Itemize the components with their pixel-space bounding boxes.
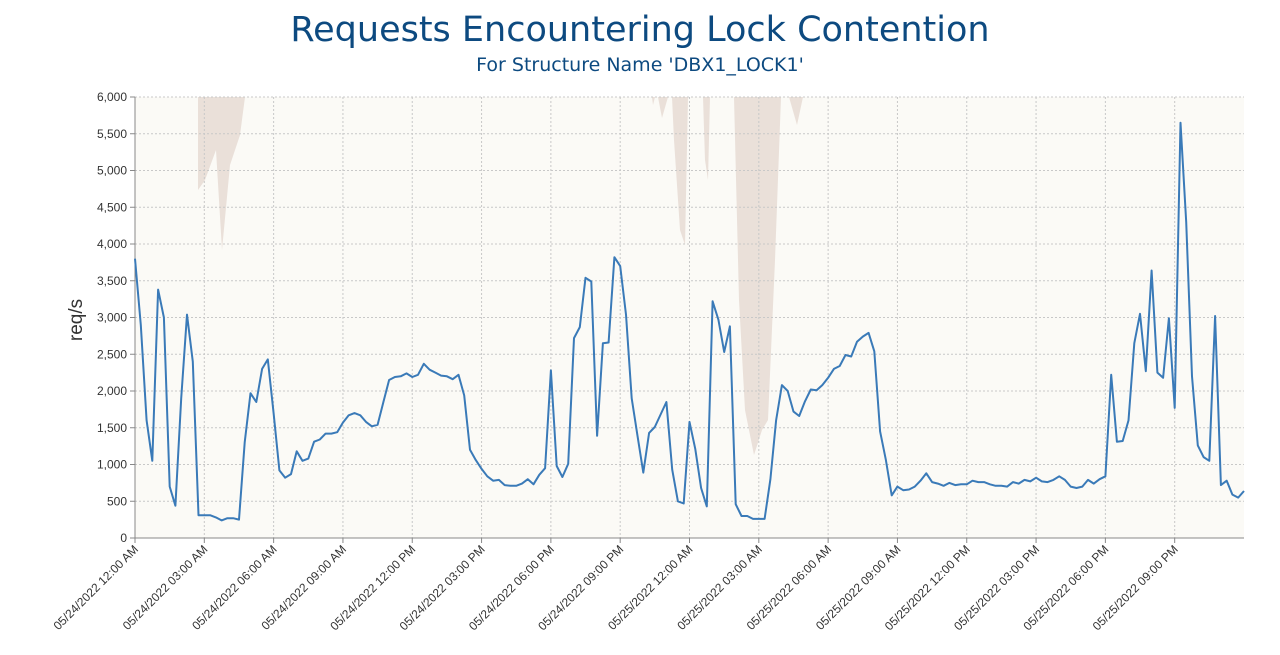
y-tick-label: 2,000 xyxy=(97,384,127,398)
y-tick-label: 1,000 xyxy=(97,458,127,472)
shaded-band xyxy=(658,97,668,118)
y-tick-label: 5,000 xyxy=(97,164,127,178)
y-tick-label: 0 xyxy=(120,531,127,545)
y-tick-label: 5,500 xyxy=(97,127,127,141)
chart-subtitle: For Structure Name 'DBX1_LOCK1' xyxy=(476,54,804,76)
shaded-band xyxy=(789,97,803,125)
y-tick-label: 4,500 xyxy=(97,200,127,214)
y-tick-label: 2,500 xyxy=(97,347,127,361)
shaded-band xyxy=(198,97,245,250)
y-axis-ticks: 0 500 1,000 1,500 2,000 2,500 3,000 3,500 4,000 4… xyxy=(97,90,135,545)
y-tick-label: 6,000 xyxy=(97,90,127,104)
y-tick-label: 1,500 xyxy=(97,421,127,435)
chart-title: Requests Encountering Lock Contention xyxy=(290,10,990,50)
series-line xyxy=(134,121,1245,522)
y-axis-label: req/s xyxy=(66,299,87,341)
shaded-band xyxy=(703,97,710,180)
shaded-band xyxy=(734,97,781,455)
y-tick-label: 3,500 xyxy=(97,274,127,288)
y-tick-label: 3,000 xyxy=(97,311,127,325)
y-tick-label: 500 xyxy=(107,494,127,508)
grid-lines xyxy=(135,96,1244,538)
shaded-band xyxy=(652,97,655,105)
series-group xyxy=(134,121,1245,522)
y-tick-label: 4,000 xyxy=(97,237,127,251)
